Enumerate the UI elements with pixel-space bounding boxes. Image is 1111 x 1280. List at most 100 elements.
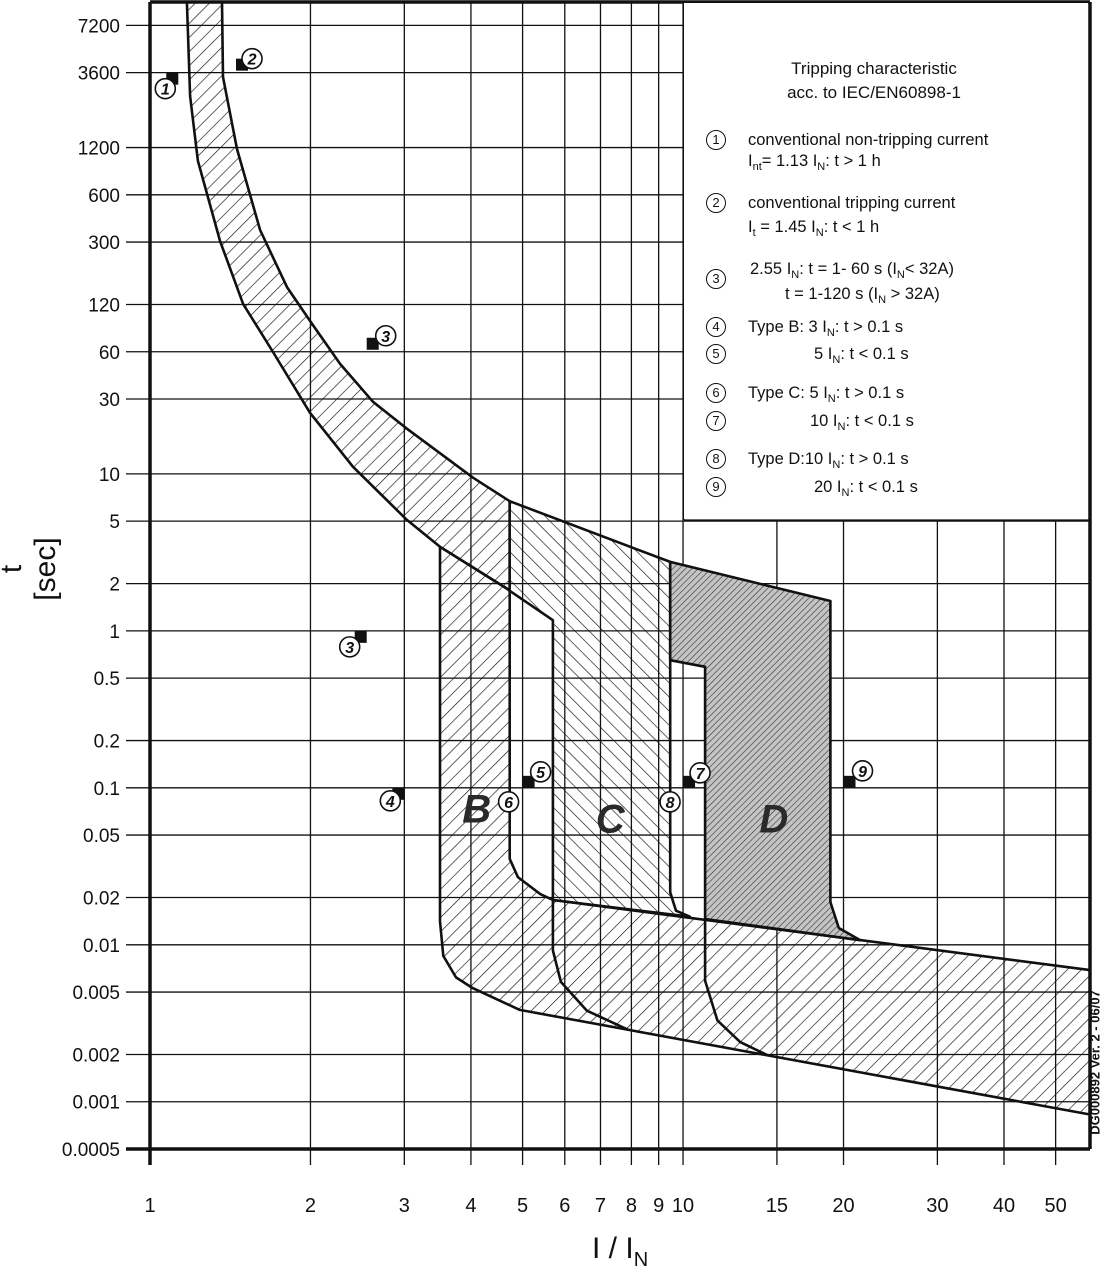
y-tick-label: 0.01 xyxy=(83,936,120,957)
legend-text: conventional non-tripping current xyxy=(748,131,989,149)
marker-circle-1 xyxy=(154,77,177,100)
marker-label: 3 xyxy=(381,329,390,346)
legend-box: Tripping characteristic acc. to IEC/EN60… xyxy=(684,3,1088,519)
subscript: N xyxy=(832,354,841,366)
x-tick-label: 50 xyxy=(1045,1195,1067,1217)
marker-label: 2 xyxy=(247,52,257,69)
tripping-regions xyxy=(185,0,1092,1116)
x-tick-label: 30 xyxy=(926,1195,948,1217)
y-tick-label: 0.001 xyxy=(72,1093,120,1114)
legend-number-3: 3 xyxy=(706,269,726,289)
legend-text: conventional tripping current xyxy=(748,194,956,212)
region-label-d: D xyxy=(759,797,788,841)
type-c-tail-curve xyxy=(551,900,630,1032)
y-axis-title: t [sec] xyxy=(0,537,62,601)
x-tick-label: 2 xyxy=(305,1195,316,1217)
marker-square-2 xyxy=(236,58,249,71)
marker-circle-3 xyxy=(374,324,397,347)
legend-text: : t > 1 h xyxy=(825,152,881,170)
marker-circle-4 xyxy=(379,790,402,812)
marker-label: 6 xyxy=(504,795,513,812)
marker-label: 7 xyxy=(696,766,706,783)
legend-number-2: 2 xyxy=(706,193,726,213)
subscript: N xyxy=(815,227,824,239)
subscript: N xyxy=(832,459,841,471)
y-tick-label: 0.02 xyxy=(83,889,120,910)
y-tick-label: 0.005 xyxy=(72,983,120,1004)
subscript: N xyxy=(827,393,836,405)
marker-square-9 xyxy=(843,775,856,788)
axes xyxy=(126,0,1092,1165)
x-axis-title-sub: N xyxy=(633,1249,649,1271)
y-tick-label: 10 xyxy=(99,465,120,486)
legend-text: Type B: 3 I xyxy=(748,318,827,336)
marker-circle-2 xyxy=(241,47,263,70)
x-tick-label: 7 xyxy=(595,1195,606,1217)
legend-text: = 1.13 I xyxy=(761,152,818,170)
legend-item-4-line: Type B: 3 IN: t > 0.1 s xyxy=(748,318,903,339)
marker-square-5 xyxy=(522,775,535,788)
marker-square-3 xyxy=(366,337,379,350)
legend-title-line-2: acc. to IEC/EN60898-1 xyxy=(787,83,961,102)
y-tick-label: 1200 xyxy=(78,139,120,160)
y-tick-label: 0.2 xyxy=(94,732,120,753)
marker-label: 8 xyxy=(666,795,675,812)
legend-text: : t < 0.1 s xyxy=(840,345,909,363)
x-tick-label: 1 xyxy=(144,1195,155,1217)
subscript: N xyxy=(896,269,905,281)
legend-text: : t > 0.1 s xyxy=(834,318,904,336)
legend-text: Type C: 5 I xyxy=(748,384,828,402)
marker-circle-6 xyxy=(497,791,520,813)
y-tick-label: 7200 xyxy=(78,16,120,37)
marker-circle-8 xyxy=(659,791,681,813)
legend-text: 20 I xyxy=(814,478,842,496)
markers: 1 2 3 3 4 5 6 7 8 9 xyxy=(154,47,874,813)
y-tick-label: 300 xyxy=(88,233,120,254)
legend-item-2-line: It = 1.45 IN: t < 1 h xyxy=(748,218,879,239)
legend-item-9-line: 20 IN: t < 0.1 s xyxy=(814,478,918,499)
y-tick-label: 30 xyxy=(99,390,120,411)
x-tick-label: 8 xyxy=(626,1195,637,1217)
legend-text: I xyxy=(748,218,753,236)
y-tick-label: 0.5 xyxy=(94,669,120,690)
marker-label: 3 xyxy=(345,640,354,657)
subscript: N xyxy=(878,294,887,306)
y-tick-label: 0.002 xyxy=(72,1045,120,1066)
legend-item-7-line: 10 IN: t < 0.1 s xyxy=(810,412,914,433)
marker-label: 9 xyxy=(858,764,867,781)
x-tick-label: 20 xyxy=(832,1195,854,1217)
type-c-band xyxy=(508,499,692,919)
marker-circle-5 xyxy=(529,761,552,783)
marker-label: 4 xyxy=(385,794,395,811)
legend-item-3-line: t = 1-120 s (IN > 32A) xyxy=(785,285,940,306)
legend-text: 10 I xyxy=(810,412,838,430)
subscript: N xyxy=(826,327,835,339)
legend-text: : t < 0.1 s xyxy=(849,478,918,496)
legend-item-1-line: conventional non-tripping current xyxy=(748,131,988,150)
y-tick-label: 600 xyxy=(88,186,120,207)
legend-number-4: 4 xyxy=(706,317,726,337)
subscript: N xyxy=(791,269,800,281)
region-label-c: C xyxy=(596,797,626,841)
y-tick-label: 0.1 xyxy=(94,779,120,800)
subscript: nt xyxy=(752,161,762,173)
thermal-band xyxy=(185,0,512,593)
legend-item-6-line: Type C: 5 IN: t > 0.1 s xyxy=(748,384,904,405)
marker-circle-3 xyxy=(338,636,361,658)
region-labels: B C D xyxy=(462,788,788,842)
legend-text: < 32A) xyxy=(904,260,954,278)
marker-circle-7 xyxy=(689,762,711,784)
subscript: N xyxy=(817,161,826,173)
legend-text: : t < 0.1 s xyxy=(845,412,914,430)
marker-label: 5 xyxy=(536,765,546,782)
legend-text: 5 I xyxy=(814,345,833,363)
subscript: N xyxy=(837,421,846,433)
legend-text: : t > 0.1 s xyxy=(840,450,909,468)
legend-item-2-line: conventional tripping current xyxy=(748,194,955,213)
tail-curves xyxy=(551,900,769,1057)
document-code: DG000892 Ver. 2 - 06/07 xyxy=(1087,990,1103,1135)
y-tick-label: 3600 xyxy=(78,64,120,85)
legend-item-5-line: 5 IN: t < 0.1 s xyxy=(814,345,909,366)
x-tick-label: 10 xyxy=(672,1195,694,1217)
x-tick-label: 4 xyxy=(465,1195,476,1217)
